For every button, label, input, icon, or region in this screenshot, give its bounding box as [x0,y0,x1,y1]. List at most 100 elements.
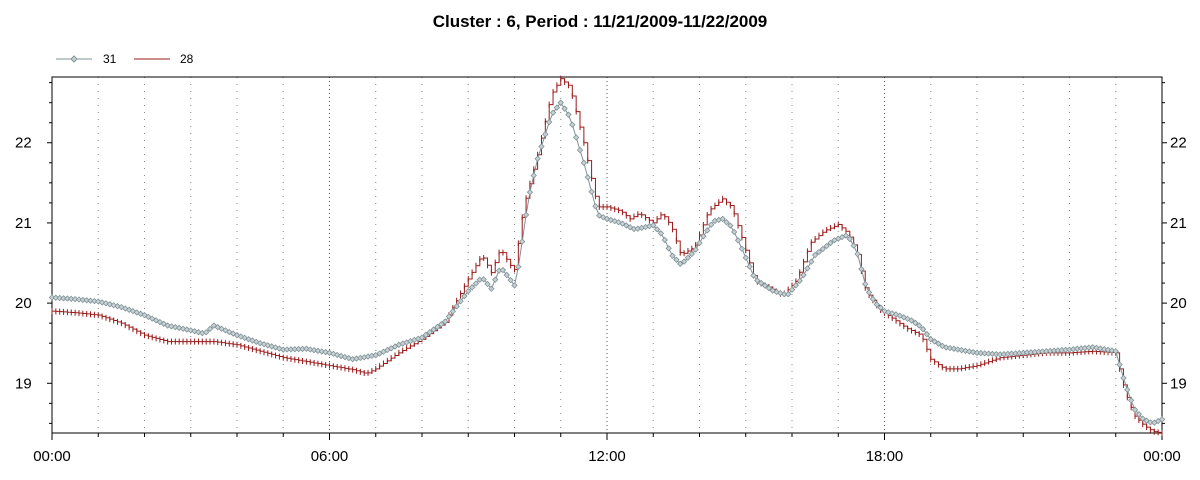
y-tick-label-left: 22 [15,135,32,152]
data-point-31 [1124,386,1131,393]
data-point-31 [1101,346,1108,353]
data-point-31 [1108,347,1116,354]
data-point-31 [916,322,923,329]
data-point-31 [584,174,591,181]
data-point-31 [1120,374,1127,382]
data-point-31 [692,246,699,253]
data-point-31 [341,353,349,361]
data-point-31 [1158,416,1166,423]
data-point-31 [511,282,518,289]
data-point-31 [95,298,102,305]
data-point-31 [981,350,988,357]
data-point-31 [573,134,580,141]
data-point-31 [842,232,850,239]
data-point-31 [1104,346,1112,354]
data-point-31 [673,256,680,263]
data-point-31 [696,239,703,247]
data-point-31 [430,326,437,333]
data-point-31 [507,276,514,284]
data-point-31 [64,295,71,302]
data-point-31 [75,296,83,303]
data-point-31 [758,279,765,287]
data-point-31 [761,282,769,289]
data-point-31 [122,305,129,312]
data-point-31 [881,307,888,315]
data-point-31 [688,250,695,258]
data-point-31 [569,121,576,128]
data-point-31 [110,302,117,309]
data-point-31 [334,351,341,359]
legend-label-28: 28 [180,52,194,66]
data-point-31 [253,338,260,346]
data-point-31 [738,245,746,252]
data-point-31 [522,211,530,219]
data-point-31 [330,350,337,358]
data-point-31 [727,222,734,229]
data-point-31 [515,263,522,270]
data-point-31 [565,111,572,118]
data-point-31 [796,277,803,285]
y-tick-label-right: 19 [1170,375,1187,392]
data-point-31 [1112,348,1119,355]
data-point-31 [68,295,75,302]
data-point-31 [56,294,63,302]
data-point-31 [746,263,753,270]
data-point-31 [966,348,973,355]
data-point-31 [438,321,445,328]
legend-label-31: 31 [103,52,117,66]
y-tick-label-left: 19 [15,375,32,392]
data-point-31 [650,222,657,229]
plot-area-frame [51,76,1163,434]
data-point-31 [719,215,726,223]
data-point-31 [195,328,202,336]
data-point-31 [499,266,507,274]
data-point-31 [1139,415,1146,422]
data-point-31 [164,322,171,329]
data-point-31 [950,345,958,352]
data-point-31 [850,242,857,249]
data-point-31 [52,294,60,301]
data-point-31 [426,329,433,336]
data-point-31 [222,327,229,334]
data-point-31 [700,233,707,240]
data-point-31 [546,118,553,126]
data-point-31 [488,285,495,292]
data-point-31 [480,276,487,283]
y-tick-label-right: 22 [1170,135,1187,152]
data-point-31 [276,345,283,352]
data-point-31 [1131,406,1139,413]
data-point-31 [152,317,160,324]
y-tick-label-left: 21 [15,215,32,232]
data-point-31 [318,348,325,355]
data-point-31 [303,345,310,352]
data-point-31 [1116,361,1123,368]
x-tick-label: 06:00 [311,448,349,465]
data-point-31 [492,276,499,283]
data-point-31 [272,344,279,351]
data-point-31 [873,301,880,308]
data-point-31 [669,252,676,259]
data-point-31 [954,346,961,353]
data-point-31 [765,284,773,292]
data-point-31 [561,105,568,112]
data-point-31 [962,347,969,354]
data-point-31 [1089,344,1096,351]
data-point-31 [48,294,56,301]
legend-marker-31 [70,55,78,63]
data-point-31 [973,349,981,356]
data-point-31 [734,237,742,244]
data-point-31 [912,319,919,327]
data-point-31 [599,214,607,221]
y-tick-label-right: 21 [1170,215,1187,232]
data-point-31 [530,172,537,179]
y-tick-label-right: 20 [1170,295,1187,312]
data-point-31 [680,258,688,265]
data-point-31 [704,227,711,234]
data-point-31 [187,327,194,334]
data-point-31 [461,292,468,300]
data-point-31 [862,280,869,288]
data-point-31 [249,337,256,344]
data-point-31 [750,272,757,279]
data-point-31 [665,245,672,252]
data-point-31 [526,189,534,196]
